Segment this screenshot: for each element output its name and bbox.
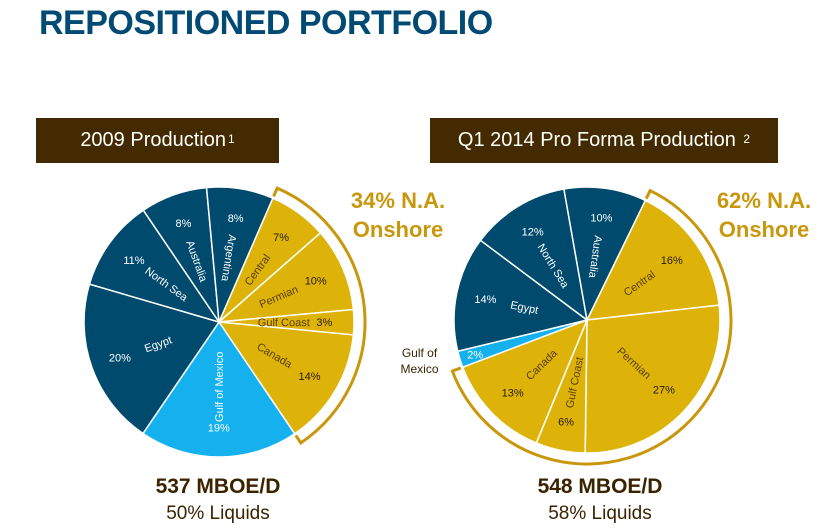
- page-title: REPOSITIONED PORTFOLIO: [39, 4, 493, 42]
- value-label-australia: 10%: [590, 212, 612, 224]
- value-label-permian: 27%: [653, 385, 675, 397]
- chart2-summary: 548 MBOE/D 58% Liquids: [500, 473, 700, 527]
- name-label-egypt: Egypt: [509, 299, 539, 316]
- slice-north-sea: [479, 188, 589, 322]
- value-label-australia: 8%: [176, 218, 192, 230]
- slice-argentina: [205, 186, 274, 323]
- na-onshore-bracket-2: [450, 188, 733, 466]
- name-label-australia: Australia: [586, 235, 604, 280]
- chart2-onshore-annotation: 62% N.A. Onshore: [704, 186, 824, 244]
- slice-north-sea: [88, 209, 221, 324]
- value-label-argentina: 8%: [228, 213, 244, 225]
- name-label-gulf-of-mexico: Gulf of Mexico: [214, 352, 226, 422]
- callout-line2: Mexico: [400, 362, 439, 376]
- value-label-gulf-of-mexico: 2%: [467, 350, 483, 362]
- slice-egypt: [453, 239, 589, 353]
- value-label-north-sea: 11%: [123, 255, 144, 267]
- chart1-liquids: 50% Liquids: [166, 503, 270, 524]
- slice-australia: [563, 186, 647, 323]
- chart1-summary: 537 MBOE/D 50% Liquids: [118, 473, 318, 527]
- chart1-footnote: 1: [227, 131, 235, 146]
- chart2-annotation-line1: 62% N.A.: [716, 188, 812, 213]
- chart2-liquids: 58% Liquids: [548, 503, 652, 524]
- value-label-egypt: 14%: [474, 294, 496, 306]
- chart2-title: Q1 2014 Pro Forma Production: [457, 129, 736, 151]
- value-label-canada: 14%: [299, 371, 321, 383]
- chart2-gulf-of-mexico-callout: Gulf of Mexico: [392, 345, 447, 377]
- value-label-central: 16%: [661, 255, 683, 267]
- slice-egypt: [83, 283, 221, 435]
- value-label-permian: 10%: [305, 275, 327, 287]
- chart1-production: 537 MBOE/D: [155, 475, 281, 498]
- chart1-annotation-line1: 34% N.A.: [350, 188, 446, 213]
- slice-canada: [461, 318, 589, 444]
- chart2-annotation-line2: Onshore: [718, 217, 810, 242]
- callout-line1: Gulf of: [401, 346, 438, 360]
- chart1-annotation-line2: Onshore: [352, 217, 444, 242]
- slice-permian: [216, 231, 355, 323]
- value-label-gulf-coast: 6%: [558, 417, 574, 429]
- value-label-north-sea: 12%: [522, 227, 544, 239]
- value-label-canada: 13%: [502, 387, 524, 399]
- chart2-footnote: 2: [743, 131, 751, 146]
- slice-permian: [584, 304, 721, 454]
- chart1-header: 2009 Production 1: [36, 118, 279, 163]
- chart1-title: 2009 Production: [80, 129, 226, 151]
- na-onshore-bracket-1: [272, 186, 367, 445]
- value-label-egypt: 20%: [109, 352, 131, 364]
- slice-central: [585, 199, 721, 321]
- chart2-production: 548 MBOE/D: [537, 475, 663, 498]
- chart1-onshore-annotation: 34% N.A. Onshore: [338, 186, 458, 244]
- slice-canada: [217, 321, 355, 435]
- slice-gulf-of-mexico: [141, 320, 296, 458]
- value-label-gulf-coast: 3%: [316, 317, 332, 329]
- name-label-gulf-coast: Gulf Coast: [258, 317, 310, 329]
- value-label-central: 7%: [273, 232, 289, 244]
- value-label-gulf-of-mexico: 19%: [208, 422, 230, 434]
- chart2-header: Q1 2014 Pro Forma Production 2: [430, 118, 778, 163]
